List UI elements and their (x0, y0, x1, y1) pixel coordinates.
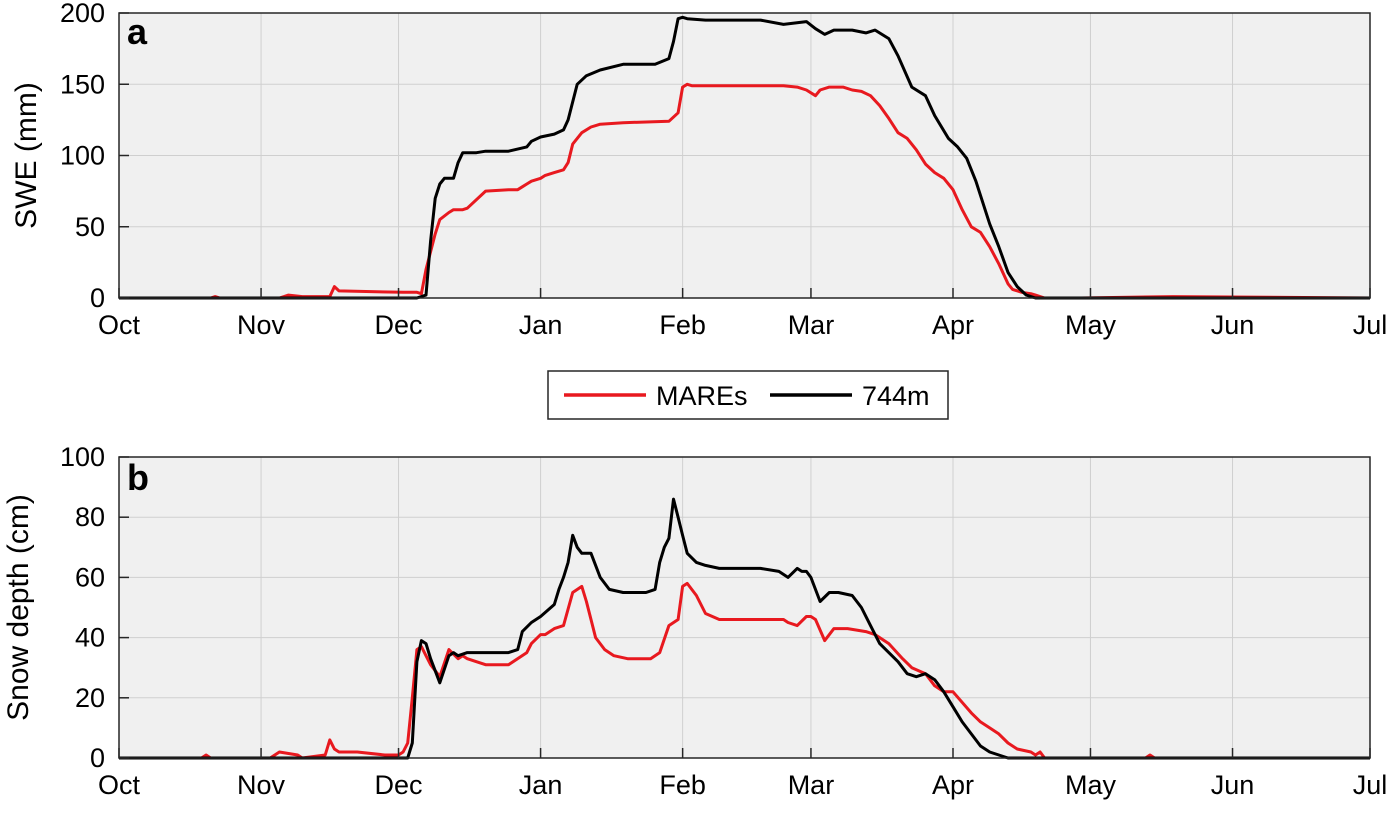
y-tick-label: 100 (60, 141, 105, 171)
y-tick-label: 0 (90, 743, 105, 773)
y-tick-label: 50 (75, 212, 105, 242)
y-tick-label: 0 (90, 283, 105, 313)
x-tick-label: Oct (98, 770, 141, 800)
y-tick-label: 60 (75, 562, 105, 592)
y-tick-label: 40 (75, 623, 105, 653)
x-tick-label: Apr (932, 310, 974, 340)
axes-frame-b (118, 456, 1371, 759)
panel-label-a: a (127, 11, 148, 52)
y-tick-label: 100 (60, 442, 105, 472)
x-tick-label: Feb (659, 310, 706, 340)
plot-area-b (119, 457, 1370, 758)
x-tick-label: Jan (519, 310, 563, 340)
y-tick-label: 20 (75, 683, 105, 713)
y-tick-label: 200 (60, 0, 105, 28)
x-ticks-a: Oct Nov Dec Jan Feb Mar Apr May Jun Jul (98, 288, 1387, 340)
grid-b (119, 457, 1370, 758)
y-axis-label-a: SWE (mm) (10, 82, 43, 229)
panel-label-b: b (127, 457, 149, 498)
x-tick-label: Dec (375, 770, 423, 800)
x-tick-label: Jan (519, 770, 563, 800)
legend: MAREs 744m (547, 370, 949, 420)
x-tick-label: Jul (1353, 770, 1388, 800)
series-line-b-mares (119, 581, 1370, 760)
x-tick-label: Oct (98, 310, 141, 340)
x-ticks-b: Oct Nov Dec Jan Feb Mar Apr May Jun Jul (98, 748, 1387, 800)
x-tick-label: Nov (237, 770, 286, 800)
series-line-b-744m (119, 497, 1370, 760)
x-tick-label: Feb (659, 770, 706, 800)
panel-a: 0 50 100 150 200 Oct Nov Dec Jan Feb Mar Apr May Jun… (10, 0, 1387, 340)
x-tick-label: May (1065, 770, 1117, 800)
panel-b: 0 20 40 60 80 100 Oct Nov Dec Jan Feb Mar Apr May Jun… (2, 442, 1387, 800)
x-tick-label: May (1065, 310, 1117, 340)
y-ticks-b: 0 20 40 60 80 100 (60, 442, 129, 773)
series-line-a-mares (119, 82, 1371, 300)
x-tick-label: Mar (788, 310, 835, 340)
series-line-a-744m (119, 15, 1370, 300)
series-group-b (119, 497, 1370, 760)
x-tick-label: Jun (1211, 770, 1255, 800)
legend-label-744m: 744m (862, 381, 930, 411)
x-tick-label: Jul (1353, 310, 1388, 340)
y-tick-label: 80 (75, 502, 105, 532)
x-tick-label: Jun (1211, 310, 1255, 340)
series-group-a (119, 15, 1371, 300)
y-ticks-a: 0 50 100 150 200 (60, 0, 129, 313)
x-tick-label: Dec (375, 310, 423, 340)
x-tick-label: Mar (788, 770, 835, 800)
y-tick-label: 150 (60, 69, 105, 99)
legend-label-mares: MAREs (656, 381, 748, 411)
x-tick-label: Apr (932, 770, 974, 800)
x-tick-label: Nov (237, 310, 286, 340)
y-axis-label-b: Snow depth (cm) (2, 494, 35, 721)
